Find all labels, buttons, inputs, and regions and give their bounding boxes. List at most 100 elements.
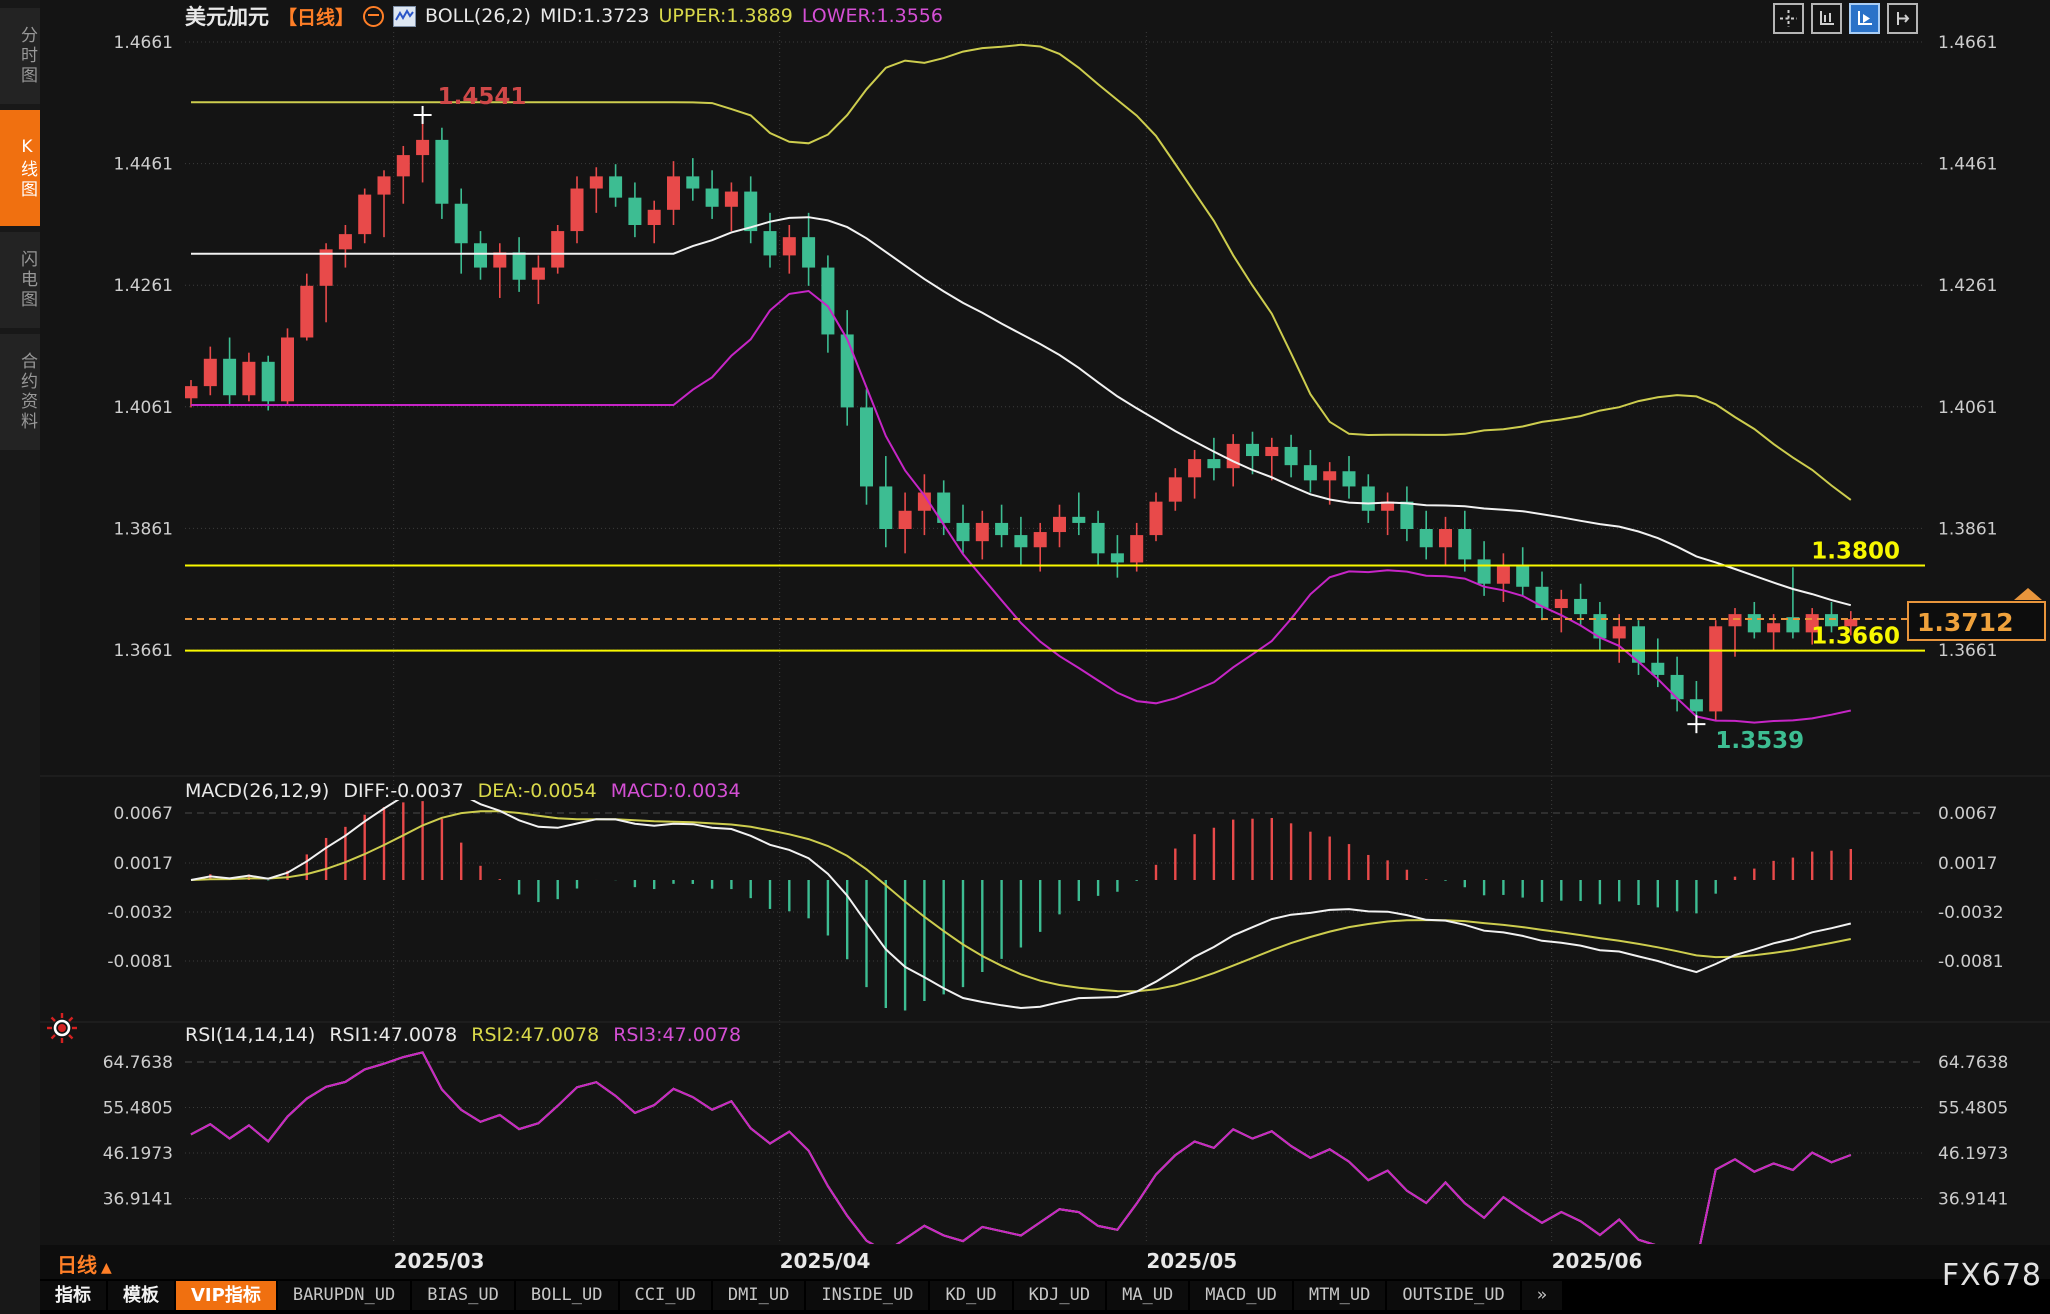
- rsi2-value: RSI2:47.0078: [471, 1024, 600, 1046]
- rsi-pane: [190, 1051, 1852, 1244]
- date-axis-row: 日线 ▲ 2025/03 2025/04 2025/05 2025/06: [40, 1245, 2050, 1279]
- boll-lower-line: [191, 289, 1852, 724]
- sidebar-tab-2[interactable]: 闪电图: [0, 232, 40, 328]
- axis-tick-right: 1.3661: [1938, 641, 1997, 661]
- boll-mid-line: [191, 216, 1852, 607]
- rsi2-line: [190, 1051, 1852, 1244]
- axis-tick-right: 0.0017: [1938, 854, 1997, 874]
- rsi-header: RSI(14,14,14) RSI1:47.0078 RSI2:47.0078 …: [185, 1024, 741, 1046]
- left-sidebar: 分时图 K线图闪电图合约资料: [0, 0, 40, 1314]
- rsi3-line: [190, 1051, 1852, 1244]
- hline-price-label: 1.3800: [1811, 538, 1900, 564]
- toolbar-tab-2[interactable]: VIP指标: [176, 1281, 276, 1310]
- axis-tick-left: -0.0032: [107, 903, 173, 923]
- rsi1-value: RSI1:47.0078: [329, 1024, 458, 1046]
- toolbar-tab-4[interactable]: BIAS_UD: [412, 1281, 514, 1310]
- toolbar-tab-6[interactable]: CCI_UD: [619, 1281, 711, 1310]
- axis-tick-right: 1.4661: [1938, 33, 1997, 53]
- toolbar-tab-12[interactable]: MACD_UD: [1190, 1281, 1292, 1310]
- settings-burst-icon[interactable]: [46, 1012, 78, 1044]
- chart-canvas[interactable]: 1.4661 1.4661 1.4461 1.4461 1.4261 1.4261 1.40…: [40, 0, 2050, 1245]
- current-price-value: 1.3712: [1917, 608, 2013, 637]
- hline-price-label: 1.3660: [1811, 624, 1900, 650]
- axis-tick-left: 36.9141: [103, 1190, 173, 1210]
- macd-pane: [190, 800, 1853, 1011]
- autoscroll-icon[interactable]: [1849, 3, 1880, 34]
- candles-layer: [185, 114, 1858, 725]
- axis-tick-left: 64.7638: [103, 1053, 173, 1073]
- high-annotation: 1.4541: [438, 84, 527, 110]
- toolbar-tab-7[interactable]: DMI_UD: [712, 1281, 805, 1310]
- crosshair-icon[interactable]: [1773, 3, 1804, 34]
- toolbar-tab-15[interactable]: »: [1521, 1281, 1562, 1310]
- axis-tick-right: 1.3861: [1938, 519, 1997, 539]
- month-label: 2025/06: [1551, 1249, 1643, 1273]
- macd-dea-value: DEA:-0.0054: [477, 780, 597, 802]
- axis-tick-right: 0.0067: [1938, 804, 1997, 824]
- axis-tick-right: 1.4261: [1938, 276, 1997, 296]
- symbol-title: 美元加元: [185, 5, 269, 29]
- sidebar-tab-3[interactable]: 合约资料: [0, 334, 40, 450]
- mini-candle-chart-icon[interactable]: [393, 5, 417, 27]
- period-tag: 【日线】: [278, 6, 355, 29]
- main-price-pane: [185, 43, 1858, 725]
- axis-tick-right: -0.0081: [1938, 952, 2004, 972]
- axis-tick-right: 55.4805: [1938, 1098, 2008, 1118]
- period-selector-label: 日线: [57, 1253, 97, 1277]
- toolbar-tab-1[interactable]: 模板: [108, 1281, 174, 1310]
- toolbar-tab-8[interactable]: INSIDE_UD: [806, 1281, 929, 1310]
- boll-upper-line: [191, 43, 1852, 501]
- low-annotation: 1.3539: [1715, 728, 1804, 754]
- axis-tick-left: 1.3661: [114, 641, 173, 661]
- axis-tick-right: 36.9141: [1938, 1190, 2008, 1210]
- macd-diff-line: [190, 800, 1852, 1010]
- axis-tick-right: -0.0032: [1938, 903, 2004, 923]
- axis-scale-icon[interactable]: [1811, 3, 1842, 34]
- macd-diff-value: DIFF:-0.0037: [343, 780, 464, 802]
- rsi3-value: RSI3:47.0078: [613, 1024, 742, 1046]
- toolbar-tab-11[interactable]: MA_UD: [1107, 1281, 1189, 1310]
- axis-tick-left: 46.1973: [103, 1144, 173, 1164]
- main-area: 美元加元 【日线】 BOLL(26,2) MID:1.3723 UPPER:1.…: [40, 0, 2050, 1314]
- axis-tick-left: 1.4461: [114, 155, 173, 175]
- toolbar-tab-3[interactable]: BARUPDN_UD: [277, 1281, 411, 1310]
- sidebar-tab-1[interactable]: K线图: [0, 110, 40, 226]
- macd-macd-value: MACD:0.0034: [610, 780, 741, 802]
- toolbar-tab-5[interactable]: BOLL_UD: [515, 1281, 618, 1310]
- toolbar-tab-14[interactable]: OUTSIDE_UD: [1387, 1281, 1520, 1310]
- axis-tick-left: 1.4261: [114, 276, 173, 296]
- axis-tick-right: 1.4061: [1938, 398, 1997, 418]
- axis-tick-right: 64.7638: [1938, 1053, 2008, 1073]
- axis-tick-left: 1.4061: [114, 398, 173, 418]
- boll-lower-value: LOWER:1.3556: [801, 5, 943, 27]
- axis-tick-left: -0.0081: [107, 952, 173, 972]
- boll-title: BOLL(26,2): [425, 5, 531, 27]
- sidebar-tab-0[interactable]: 分时图: [0, 8, 40, 104]
- rsi-title: RSI(14,14,14): [185, 1024, 316, 1046]
- axis-tick-left: 55.4805: [103, 1098, 173, 1118]
- macd-dea-line: [190, 810, 1851, 993]
- chart-header: 美元加元 【日线】 BOLL(26,2) MID:1.3723 UPPER:1.…: [185, 3, 943, 29]
- current-price-box: [1907, 601, 2046, 641]
- triangle-up-icon: ▲: [101, 1260, 112, 1276]
- axis-tick-left: 1.3861: [114, 519, 173, 539]
- drawn-hlines[interactable]: 1.3800 1.3660: [185, 538, 1925, 652]
- chart-toolbuttons: [1773, 3, 1918, 34]
- rsi1-line: [190, 1051, 1852, 1244]
- month-label: 2025/04: [779, 1249, 871, 1273]
- period-selector[interactable]: 日线 ▲: [57, 1249, 112, 1278]
- month-label: 2025/03: [393, 1249, 485, 1273]
- axis-tick-left: 1.4661: [114, 33, 173, 53]
- toolbar-tab-0[interactable]: 指标: [40, 1281, 106, 1310]
- current-price-arrow-icon: [2014, 588, 2042, 600]
- axis-tick-right: 46.1973: [1938, 1144, 2008, 1164]
- toolbar-tab-9[interactable]: KD_UD: [930, 1281, 1012, 1310]
- boll-upper-value: UPPER:1.3889: [658, 5, 793, 27]
- pan-right-icon[interactable]: [1887, 3, 1918, 34]
- macd-title: MACD(26,12,9): [185, 780, 330, 802]
- toolbar-tab-13[interactable]: MTM_UD: [1293, 1281, 1386, 1310]
- macd-header: MACD(26,12,9) DIFF:-0.0037 DEA:-0.0054 M…: [185, 780, 741, 802]
- remove-circle-icon[interactable]: [363, 5, 385, 27]
- boll-mid-value: MID:1.3723: [539, 5, 650, 27]
- toolbar-tab-10[interactable]: KDJ_UD: [1013, 1281, 1106, 1310]
